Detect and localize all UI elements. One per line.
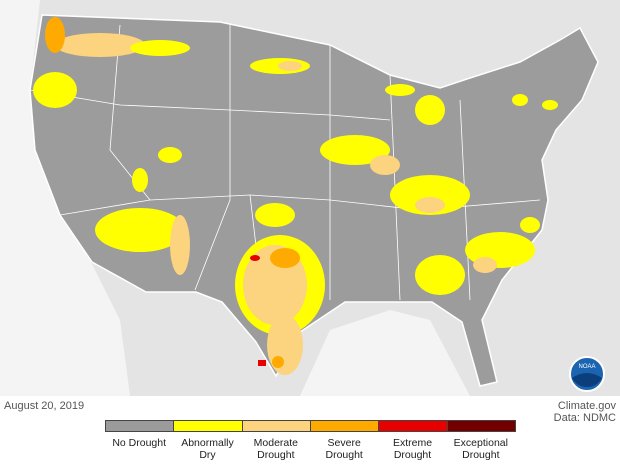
legend-label: Moderate Drought bbox=[253, 437, 298, 461]
date: August 20, 2019 bbox=[4, 400, 85, 412]
ocean bbox=[0, 0, 130, 396]
gulf bbox=[300, 310, 470, 396]
legend-label: Abnormally Dry bbox=[181, 437, 234, 461]
legend: No Drought Abnormally Dry Moderate Drought… bbox=[105, 420, 516, 464]
legend-swatch bbox=[173, 420, 243, 432]
legend-label: Exceptional Drought bbox=[453, 437, 508, 461]
legend-swatch bbox=[105, 420, 175, 432]
legend-swatch bbox=[310, 420, 380, 432]
legend-label: Severe Drought bbox=[325, 437, 363, 461]
legend-swatch bbox=[378, 420, 448, 432]
data-credit: Data: NDMC bbox=[553, 412, 616, 424]
legend-label: No Drought bbox=[112, 437, 167, 449]
legend-label: Extreme Drought bbox=[392, 437, 433, 461]
legend-swatch bbox=[446, 420, 516, 432]
drought-areas bbox=[33, 17, 558, 375]
noaa-logo-wave bbox=[572, 373, 602, 387]
legend-swatch bbox=[241, 420, 311, 432]
logo-text: NOAA bbox=[578, 364, 595, 370]
source: Climate.gov bbox=[557, 400, 616, 412]
map: NOAA bbox=[0, 0, 620, 396]
